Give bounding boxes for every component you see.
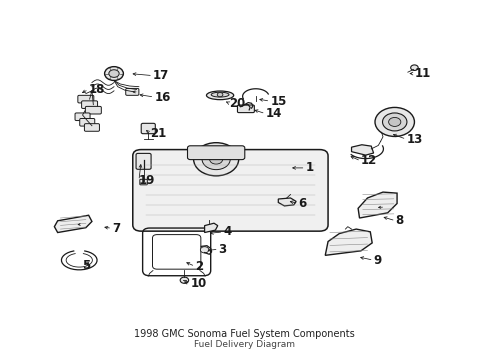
Text: 16: 16 <box>154 91 170 104</box>
Polygon shape <box>325 229 371 255</box>
Text: 7: 7 <box>112 222 120 235</box>
Text: 11: 11 <box>414 67 430 80</box>
Ellipse shape <box>211 92 228 97</box>
Circle shape <box>410 65 417 71</box>
FancyBboxPatch shape <box>136 153 151 169</box>
Circle shape <box>217 93 223 97</box>
Circle shape <box>180 277 188 283</box>
Text: 9: 9 <box>373 254 381 267</box>
Polygon shape <box>204 223 217 233</box>
Polygon shape <box>54 215 92 233</box>
Text: 1998 GMC Sonoma Fuel System Components: 1998 GMC Sonoma Fuel System Components <box>134 329 354 339</box>
Text: 20: 20 <box>229 97 245 110</box>
Circle shape <box>104 67 123 81</box>
FancyBboxPatch shape <box>237 105 254 113</box>
Text: Fuel Delivery Diagram: Fuel Delivery Diagram <box>194 340 294 348</box>
FancyBboxPatch shape <box>141 123 155 134</box>
FancyBboxPatch shape <box>80 118 95 126</box>
Text: 15: 15 <box>270 95 286 108</box>
FancyBboxPatch shape <box>133 150 327 231</box>
Text: 13: 13 <box>406 133 422 146</box>
Text: 19: 19 <box>139 174 155 187</box>
Text: 18: 18 <box>88 83 105 96</box>
FancyBboxPatch shape <box>75 113 90 121</box>
Circle shape <box>109 70 119 77</box>
Text: 6: 6 <box>298 197 306 210</box>
Text: 3: 3 <box>218 243 226 256</box>
Text: 8: 8 <box>395 214 403 227</box>
Text: 14: 14 <box>265 107 282 120</box>
Text: 2: 2 <box>195 260 203 273</box>
Polygon shape <box>357 192 396 218</box>
FancyBboxPatch shape <box>84 124 99 131</box>
Circle shape <box>388 117 400 126</box>
FancyBboxPatch shape <box>187 146 244 159</box>
FancyBboxPatch shape <box>85 107 101 114</box>
Polygon shape <box>351 145 373 155</box>
Text: 12: 12 <box>360 154 376 167</box>
FancyBboxPatch shape <box>140 179 147 185</box>
Polygon shape <box>278 198 296 206</box>
FancyBboxPatch shape <box>125 89 139 95</box>
Text: 4: 4 <box>223 225 231 238</box>
Circle shape <box>374 107 414 136</box>
Circle shape <box>209 154 222 164</box>
Circle shape <box>382 113 406 131</box>
FancyBboxPatch shape <box>78 95 94 103</box>
Circle shape <box>200 247 208 253</box>
Text: 17: 17 <box>153 69 169 82</box>
Text: 1: 1 <box>305 161 313 174</box>
Ellipse shape <box>206 91 233 100</box>
Circle shape <box>193 143 238 176</box>
Text: 21: 21 <box>149 127 165 140</box>
Circle shape <box>202 149 230 170</box>
Text: 10: 10 <box>190 277 206 290</box>
FancyBboxPatch shape <box>81 101 98 108</box>
Text: 5: 5 <box>82 259 91 272</box>
